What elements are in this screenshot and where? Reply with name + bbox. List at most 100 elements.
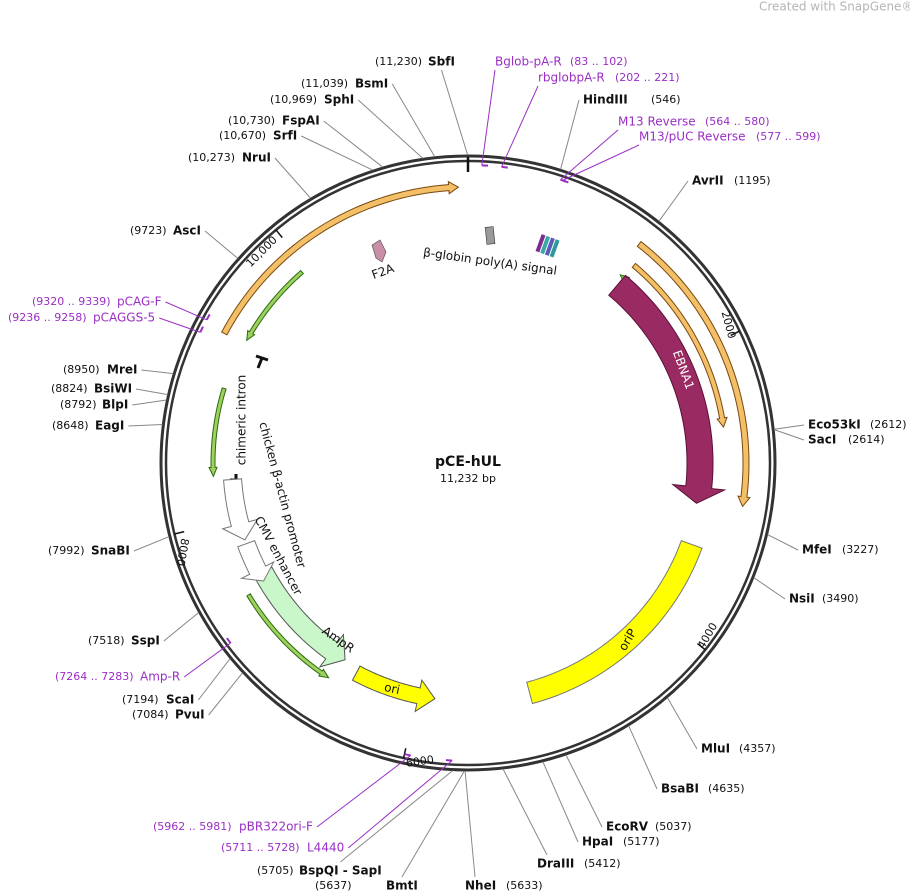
site-leader	[357, 99, 424, 159]
site-name: SacI	[808, 433, 836, 447]
feature-label: ori	[383, 680, 401, 697]
primer-leader	[347, 760, 453, 849]
orip-box	[526, 539, 703, 705]
site-name: EagI	[95, 419, 124, 433]
feature-arrow	[636, 240, 751, 508]
feature-arrow	[220, 180, 460, 336]
site-leader	[753, 577, 786, 600]
site-leader	[391, 83, 436, 158]
site-position: (8824)	[51, 382, 88, 395]
site-position: (5412)	[584, 857, 621, 870]
primer-mark	[501, 165, 508, 169]
site-name: BsmI	[355, 77, 388, 91]
tick-mark	[174, 530, 185, 535]
site-position: (5705)	[257, 864, 294, 877]
site-name: DraIII	[537, 857, 574, 871]
site-leader	[401, 770, 465, 878]
site-position: (7084)	[132, 708, 169, 721]
site-name: HpaI	[582, 835, 613, 849]
site-leader	[136, 388, 168, 396]
site-leader	[666, 697, 698, 750]
primer-name: M13 Reverse	[618, 115, 696, 129]
primer-name: pBR322ori-F	[239, 820, 313, 834]
primer-range: (202 .. 221)	[615, 71, 680, 84]
primer-name: rbglobpA-R	[538, 71, 605, 85]
site-position: (9723)	[130, 224, 167, 237]
tick-mark	[402, 748, 407, 759]
site-name: HindIII	[583, 93, 628, 107]
site-leader	[274, 157, 311, 199]
primer-range: (7264 .. 7283)	[55, 670, 134, 683]
site-leader	[658, 180, 689, 222]
site-name: SnaBI	[91, 544, 130, 558]
multi-icon	[535, 234, 560, 258]
site-leader	[440, 69, 469, 156]
icon-part	[544, 237, 555, 256]
site-name: MreI	[107, 363, 137, 377]
site-leader	[464, 770, 476, 878]
feature-arrow	[631, 262, 728, 429]
primer-range: (5962 .. 5981)	[153, 820, 232, 833]
site-name: SspI	[131, 634, 160, 648]
site-name: ScaI	[166, 693, 194, 707]
site-name: SrfI	[273, 129, 297, 143]
site-position: (2612)	[870, 418, 907, 431]
primer-range: (9320 .. 9339)	[32, 295, 111, 308]
site-name: AvrII	[692, 174, 724, 188]
primer-range: (564 .. 580)	[705, 115, 770, 128]
site-name: BsiWI	[94, 382, 132, 396]
site-position: (10,969)	[270, 93, 317, 106]
primer-leader	[316, 755, 411, 828]
feature-label: chimeric intron	[235, 375, 249, 466]
site-name: BlpI	[102, 398, 128, 412]
site-leader	[128, 424, 163, 427]
site-name: MluI	[701, 742, 730, 756]
primer-range: (577 .. 599)	[756, 130, 821, 143]
primer-leader	[560, 129, 619, 181]
site-position: (2614)	[848, 433, 885, 446]
site-name: NruI	[242, 151, 271, 165]
backbone-outer	[159, 154, 777, 772]
site-leader	[163, 612, 200, 642]
site-leader	[560, 99, 580, 170]
primer-name: pCAG-F	[117, 295, 162, 309]
cmv-arrow	[237, 539, 275, 582]
site-name: BmtI	[386, 879, 418, 893]
site-position: (3490)	[822, 592, 859, 605]
site-position: (11,039)	[301, 77, 348, 90]
tick-mark	[730, 330, 740, 337]
primer-leader	[159, 317, 201, 333]
primer-mark	[562, 179, 569, 184]
site-position: (10,273)	[188, 151, 235, 164]
site-name: NheI	[465, 879, 496, 893]
primer-mark	[404, 753, 411, 757]
site-leader	[141, 369, 174, 375]
site-leader	[197, 658, 231, 701]
site-leader	[301, 135, 373, 171]
primer-leader	[165, 301, 207, 321]
site-position: (8648)	[52, 419, 89, 432]
site-leader	[204, 230, 239, 259]
site-leader	[340, 770, 453, 863]
primer-leader	[183, 642, 231, 678]
site-position: (7194)	[122, 693, 159, 706]
site-position: (5177)	[623, 835, 660, 848]
primer-range: (9236 .. 9258)	[8, 311, 87, 324]
primer-name: Bglob-pA-R	[495, 55, 562, 69]
primer-mark	[199, 326, 204, 333]
site-position: (4635)	[708, 782, 745, 795]
feature-arrow	[208, 387, 227, 478]
site-position: (5633)	[506, 879, 543, 892]
site-position: (10,730)	[228, 114, 275, 127]
primer-name: L4440	[307, 841, 344, 855]
site-name: SphI	[324, 93, 354, 107]
primer-name: Amp-R	[140, 670, 180, 684]
site-leader	[208, 672, 243, 716]
site-leader	[767, 534, 799, 551]
site-leader	[542, 761, 579, 843]
primer-leader	[501, 85, 539, 168]
ampr-arrow	[253, 566, 346, 668]
tick-label: 8000	[174, 537, 192, 567]
